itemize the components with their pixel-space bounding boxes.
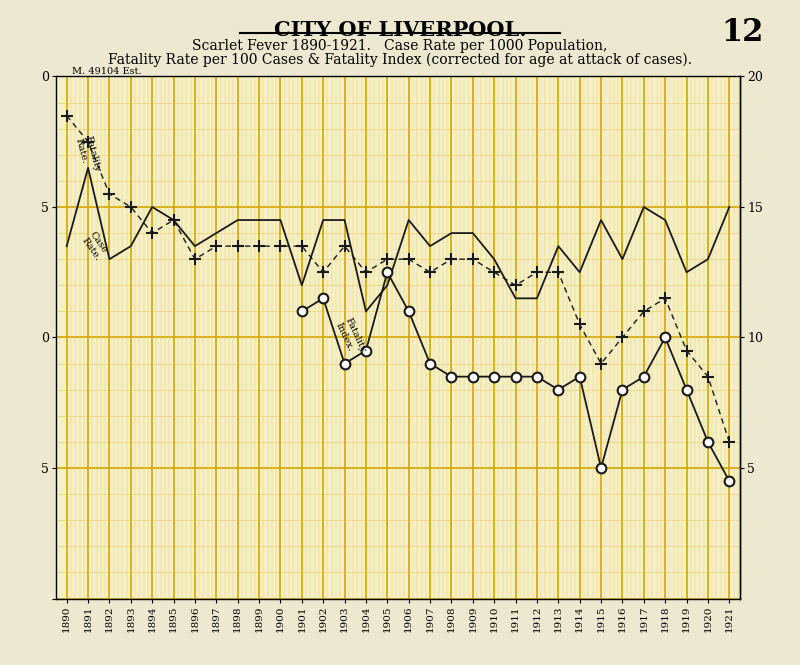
Text: Case
Rate.: Case Rate. bbox=[79, 230, 110, 263]
Text: Scarlet Fever 1890-1921.   Case Rate per 1000 Population,: Scarlet Fever 1890-1921. Case Rate per 1… bbox=[192, 39, 608, 53]
Text: CITY OF LIVERPOOL.: CITY OF LIVERPOOL. bbox=[274, 20, 526, 40]
Text: Fatality
Index.: Fatality Index. bbox=[334, 317, 367, 358]
Text: 12: 12 bbox=[722, 17, 764, 48]
Text: M. 49104 Est.: M. 49104 Est. bbox=[72, 66, 142, 76]
Text: Fatality
Rate.: Fatality Rate. bbox=[73, 134, 102, 176]
Text: Fatality Rate per 100 Cases & Fatality Index (corrected for age at attack of cas: Fatality Rate per 100 Cases & Fatality I… bbox=[108, 53, 692, 67]
